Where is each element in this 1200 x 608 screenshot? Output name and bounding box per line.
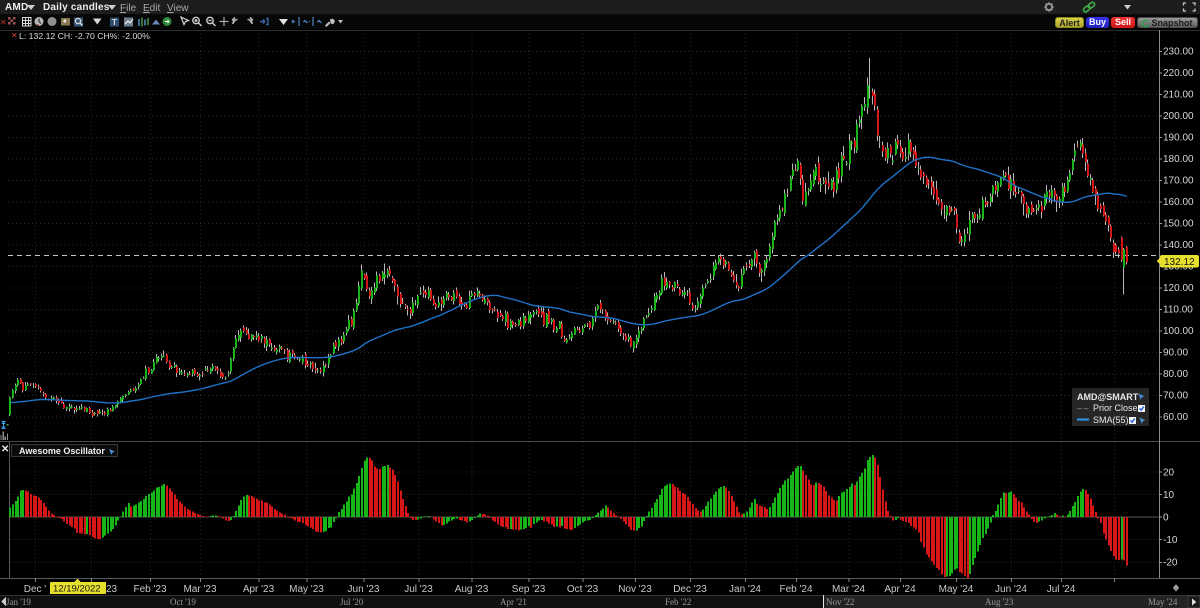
svg-text:May '24: May '24 [1148,597,1178,607]
svg-text:Mar '24: Mar '24 [832,584,865,595]
svg-text:Dec ': Dec ' [24,584,47,595]
svg-text:Feb '23: Feb '23 [133,584,166,595]
svg-text:10: 10 [1163,490,1175,501]
svg-text:12/19/2022: 12/19/2022 [53,584,101,595]
svg-text:Apr '23: Apr '23 [243,584,275,595]
svg-text:160.00: 160.00 [1163,197,1194,208]
svg-text:170.00: 170.00 [1163,176,1194,187]
svg-text:120.00: 120.00 [1163,283,1194,294]
svg-text:Jun '24: Jun '24 [995,584,1027,595]
svg-text:150.00: 150.00 [1163,219,1194,230]
svg-text:Jul '23: Jul '23 [404,584,433,595]
svg-text:Apr '24: Apr '24 [884,584,916,595]
svg-text:Aug '23: Aug '23 [985,597,1014,607]
svg-text:Mar '23: Mar '23 [183,584,216,595]
svg-text:70.00: 70.00 [1163,391,1188,402]
svg-text:Oct '19: Oct '19 [170,597,196,607]
svg-text:Aug '23: Aug '23 [455,584,489,595]
svg-text:May '23: May '23 [289,584,324,595]
svg-text:Nov '23: Nov '23 [618,584,652,595]
svg-text:Nov '22: Nov '22 [826,597,854,607]
svg-text:210.00: 210.00 [1163,90,1194,101]
svg-text:✕: ✕ [1,444,9,455]
svg-text:190.00: 190.00 [1163,133,1194,144]
svg-text:✕: ✕ [0,18,7,27]
svg-text:20: 20 [1163,467,1175,478]
svg-text:0: 0 [1163,512,1169,523]
svg-text:Feb '24: Feb '24 [779,584,812,595]
svg-text:Apr '21: Apr '21 [500,597,527,607]
svg-text:T: T [112,18,117,27]
svg-text:Jan '24: Jan '24 [729,584,761,595]
svg-text:Feb '22: Feb '22 [665,597,691,607]
svg-text:90.00: 90.00 [1163,348,1188,359]
svg-text:180.00: 180.00 [1163,154,1194,165]
svg-text:132.12: 132.12 [1164,257,1195,268]
svg-text:Jan '19: Jan '19 [6,597,31,607]
svg-text:220.00: 220.00 [1163,68,1194,79]
svg-text:100.00: 100.00 [1163,326,1194,337]
svg-text:Jul '20: Jul '20 [340,597,364,607]
svg-text:110.00: 110.00 [1163,305,1193,316]
svg-text:Dec '23: Dec '23 [673,584,707,595]
svg-text:-20: -20 [1163,558,1178,569]
svg-text:Oct '23: Oct '23 [567,584,599,595]
svg-text:L: 132.12 CH: -2.70 CH%: -2.00: L: 132.12 CH: -2.70 CH%: -2.00% [19,31,150,41]
svg-text:140.00: 140.00 [1163,240,1194,251]
svg-text:-10: -10 [1163,535,1178,546]
svg-text:Jun '23: Jun '23 [348,584,380,595]
svg-text:Sep '23: Sep '23 [512,584,546,595]
svg-text:Jul '24: Jul '24 [1047,584,1076,595]
svg-text:230.00: 230.00 [1163,47,1194,58]
svg-text:May '24: May '24 [939,584,974,595]
svg-text:23: 23 [106,584,118,595]
svg-text:60.00: 60.00 [1163,412,1188,423]
svg-text:✕: ✕ [11,31,18,40]
svg-text:200.00: 200.00 [1163,111,1194,122]
svg-text:80.00: 80.00 [1163,369,1188,380]
